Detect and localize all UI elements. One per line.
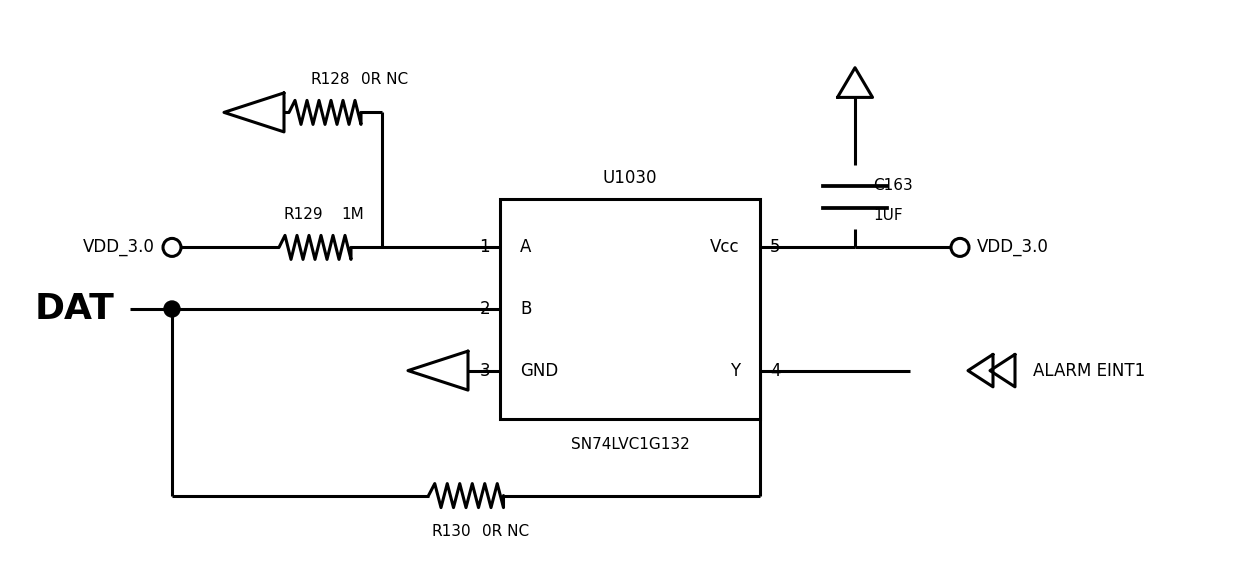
Text: 1: 1	[480, 239, 490, 256]
Text: 2: 2	[480, 300, 490, 318]
Text: R128: R128	[310, 72, 350, 87]
Text: 1M: 1M	[342, 207, 365, 222]
Text: C163: C163	[873, 178, 913, 193]
Text: DAT: DAT	[35, 292, 115, 326]
Text: 0R NC: 0R NC	[361, 72, 408, 87]
Text: VDD_3.0: VDD_3.0	[83, 239, 155, 256]
Text: U1030: U1030	[603, 169, 657, 187]
Circle shape	[164, 301, 180, 317]
Text: R129: R129	[283, 207, 322, 222]
Circle shape	[162, 239, 181, 256]
Text: SN74LVC1G132: SN74LVC1G132	[570, 437, 689, 452]
Text: R130: R130	[432, 523, 471, 538]
Text: 3: 3	[480, 362, 490, 380]
Bar	[500, 199, 760, 419]
Text: ALARM EINT1: ALARM EINT1	[1033, 362, 1146, 380]
Text: VDD_3.0: VDD_3.0	[977, 239, 1049, 256]
Text: 1UF: 1UF	[873, 208, 903, 223]
Text: Y: Y	[730, 362, 740, 380]
Text: 5: 5	[770, 239, 780, 256]
Text: 4: 4	[770, 362, 780, 380]
Text: A: A	[520, 239, 532, 256]
Text: Vcc: Vcc	[711, 239, 740, 256]
Text: 0R NC: 0R NC	[482, 523, 529, 538]
Circle shape	[951, 239, 968, 256]
Text: B: B	[520, 300, 532, 318]
Text: GND: GND	[520, 362, 558, 380]
